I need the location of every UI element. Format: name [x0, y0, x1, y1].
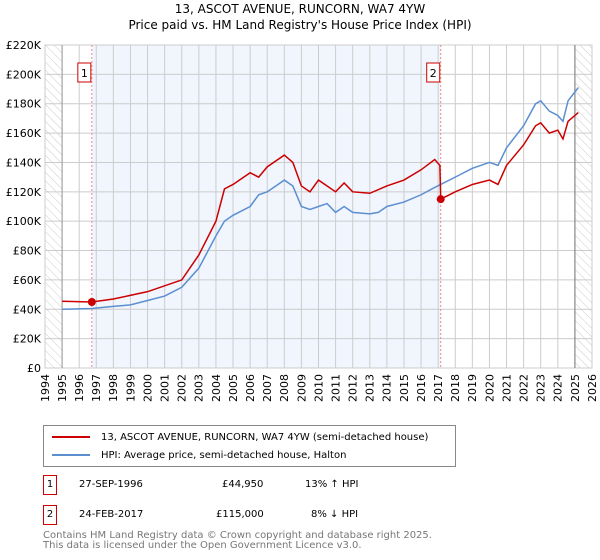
x-tick-label: 2026	[586, 374, 599, 402]
legend-swatch-red	[52, 436, 90, 438]
sale-marker-box	[426, 62, 441, 83]
ownership-shade	[91, 45, 441, 368]
sale-hpi: 8% ↓ HPI	[311, 509, 359, 520]
y-tick-label: £60K	[13, 274, 42, 287]
legend-swatch-blue	[52, 454, 90, 456]
sale-hpi: 13% ↑ HPI	[305, 479, 359, 490]
sale-marker-label: 1	[81, 67, 88, 80]
x-tick-label: 2001	[159, 374, 172, 402]
y-tick-label: £40K	[13, 303, 42, 316]
x-tick-label: 2011	[329, 374, 342, 402]
x-tick-label: 1994	[39, 374, 52, 402]
x-tick-label: 2008	[278, 374, 291, 402]
x-tick-label: 2019	[466, 374, 479, 402]
y-tick-label: £120K	[6, 186, 42, 199]
legend-label: 13, ASCOT AVENUE, RUNCORN, WA7 4YW (semi…	[101, 431, 429, 443]
x-tick-label: 1998	[107, 374, 120, 402]
x-tick-label: 2018	[449, 374, 462, 402]
x-tick-label: 2016	[415, 374, 428, 402]
x-tick-label: 2025	[569, 374, 582, 402]
hatched-region-before	[45, 45, 63, 368]
sale-marker-box	[77, 62, 92, 83]
sale-row: 2 24-FEB-2017 £115,000 8% ↓ HPI	[43, 505, 463, 525]
sale-row: 1 27-SEP-1996 £44,950 13% ↑ HPI	[43, 475, 463, 495]
x-tick-label: 2006	[244, 374, 257, 402]
legend-item-hpi: HPI: Average price, semi-detached house,…	[52, 447, 346, 463]
y-tick-label: £0	[27, 362, 41, 375]
x-tick-label: 1999	[124, 374, 137, 402]
x-tick-label: 2007	[261, 374, 274, 402]
x-tick-label: 2004	[210, 374, 223, 402]
footer-line: This data is licensed under the Open Gov…	[43, 540, 362, 551]
sale-badge: 2	[43, 505, 57, 525]
x-tick-label: 2014	[381, 374, 394, 402]
x-tick-label: 2022	[517, 374, 530, 402]
chart-subtitle: Price paid vs. HM Land Registry's House …	[128, 18, 471, 32]
x-tick-label: 2012	[347, 374, 360, 402]
x-tick-label: 2017	[432, 374, 445, 402]
y-tick-label: £180K	[6, 98, 42, 111]
y-tick-label: £140K	[6, 156, 42, 169]
sale-date: 27-SEP-1996	[79, 479, 143, 490]
x-tick-label: 1995	[56, 374, 69, 402]
legend-item-property: 13, ASCOT AVENUE, RUNCORN, WA7 4YW (semi…	[52, 429, 428, 445]
x-tick-label: 2000	[141, 374, 154, 402]
x-tick-label: 2003	[193, 374, 206, 402]
x-tick-label: 2023	[535, 374, 548, 402]
x-tick-label: 2015	[398, 374, 411, 402]
x-tick-label: 2020	[483, 374, 496, 402]
x-tick-label: 2009	[295, 374, 308, 402]
y-tick-label: £200K	[6, 68, 42, 81]
legend: 13, ASCOT AVENUE, RUNCORN, WA7 4YW (semi…	[43, 425, 456, 467]
sale-point	[87, 298, 96, 307]
hatched-region-after	[574, 45, 592, 368]
y-tick-label: £80K	[13, 245, 42, 258]
y-tick-label: £20K	[13, 333, 42, 346]
y-tick-label: £160K	[6, 127, 42, 140]
sale-marker-label: 2	[430, 67, 437, 80]
sale-price: £44,950	[222, 479, 264, 490]
x-tick-label: 2024	[552, 374, 565, 402]
x-tick-label: 2010	[312, 374, 325, 402]
x-tick-label: 2021	[500, 374, 513, 402]
x-tick-label: 2005	[227, 374, 240, 402]
x-tick-label: 1996	[73, 374, 86, 402]
y-tick-label: £100K	[6, 215, 42, 228]
property-price-line	[62, 111, 579, 303]
y-tick-label: £220K	[6, 39, 42, 52]
chart-title: 13, ASCOT AVENUE, RUNCORN, WA7 4YW	[175, 2, 426, 16]
sale-price: £115,000	[216, 509, 264, 520]
hpi-line	[62, 87, 579, 311]
sale-date: 24-FEB-2017	[79, 509, 144, 520]
footer: Contains HM Land Registry data © Crown c…	[43, 531, 432, 551]
footer-line: Contains HM Land Registry data © Crown c…	[43, 530, 432, 541]
x-tick-label: 1997	[90, 374, 103, 402]
x-tick-label: 2002	[176, 374, 189, 402]
x-tick-label: 2013	[364, 374, 377, 402]
sale-point	[436, 195, 445, 204]
price-chart: 13, ASCOT AVENUE, RUNCORN, WA7 4YW Price…	[6, 2, 599, 402]
sale-badge: 1	[43, 475, 57, 495]
legend-label: HPI: Average price, semi-detached house,…	[101, 449, 347, 461]
